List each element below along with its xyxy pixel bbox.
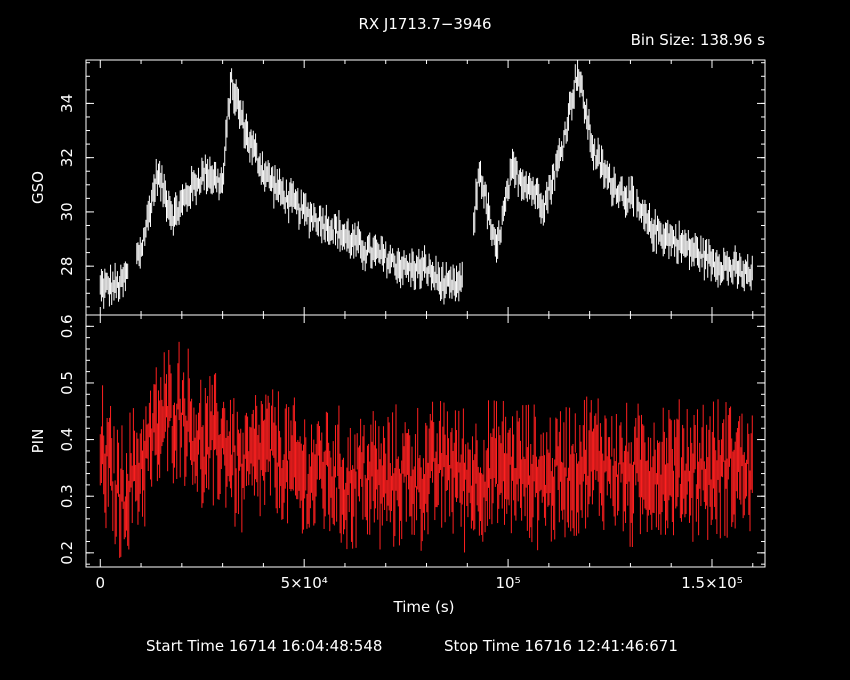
pin-ytick-label: 0.6 (58, 314, 76, 338)
gso-ytick-label: 28 (58, 257, 76, 276)
pin-ytick-label: 0.4 (58, 428, 76, 452)
pin-ytick-label: 0.3 (58, 484, 76, 508)
gso-ylabel: GSO (29, 171, 47, 204)
x-axis-label: Time (s) (393, 598, 455, 616)
pin-ylabel: PIN (29, 429, 47, 454)
pin-ytick-label: 0.5 (58, 371, 76, 395)
gso-ytick-label: 30 (58, 202, 76, 221)
pin-frame (85, 314, 766, 568)
start-time-label: Start Time 16714 16:04:48:548 (146, 637, 382, 655)
x-tick-label: 0 (95, 574, 105, 592)
x-tick-label: 10⁵ (496, 574, 521, 592)
pin-ytick-label: 0.2 (58, 541, 76, 565)
bin-size-label: Bin Size: 138.96 s (631, 31, 766, 49)
stop-time-label: Stop Time 16716 12:41:46:671 (444, 637, 678, 655)
chart-title: RX J1713.7−3946 (358, 15, 491, 33)
x-tick-label: 5×10⁴ (281, 574, 328, 592)
gso-ytick-label: 34 (58, 94, 76, 113)
gso-ytick-label: 32 (58, 148, 76, 167)
gso-panel: 28 30 32 34 GSO (29, 59, 766, 316)
pin-panel: 0.2 0.3 0.4 0.5 0.6 PIN 0 5×10⁴ 10⁵ 1.5×10⁵ (29, 314, 766, 592)
x-tick-label: 1.5×10⁵ (681, 574, 743, 592)
